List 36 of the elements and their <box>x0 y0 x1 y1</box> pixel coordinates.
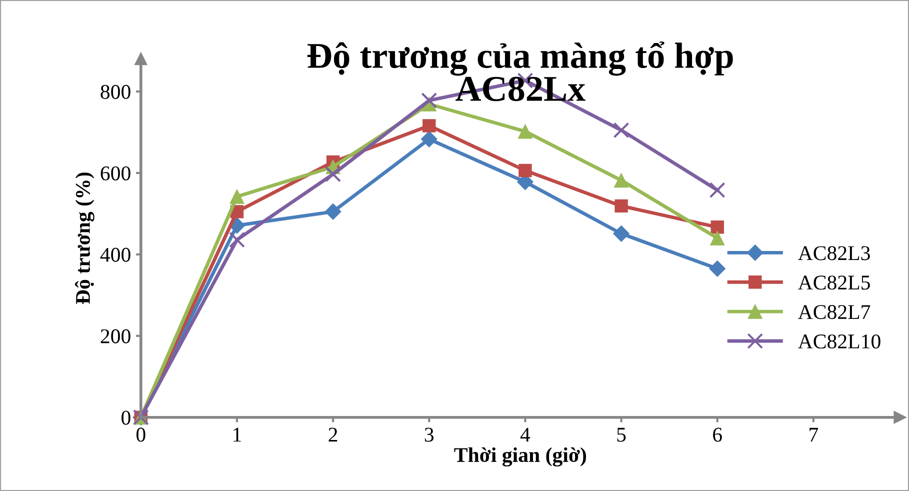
x-tick-label: 1 <box>234 428 241 442</box>
point <box>518 164 532 178</box>
point <box>230 189 244 204</box>
legend-label: AC82L3 <box>798 246 870 260</box>
point <box>324 203 342 220</box>
y-tick-label: 0 <box>122 410 130 425</box>
x-tick-label: 0 <box>136 428 146 442</box>
point <box>710 220 724 234</box>
point <box>709 260 726 277</box>
point <box>709 182 726 198</box>
point <box>518 124 532 139</box>
legend-label: AC82L5 <box>798 276 870 290</box>
legend-label: AC82L7 <box>798 305 870 320</box>
x-tick-label: 6 <box>713 428 722 442</box>
point <box>325 166 342 182</box>
point <box>421 92 438 108</box>
y-tick-label: 600 <box>100 166 130 180</box>
x-tick-label: 2 <box>328 428 338 442</box>
x-tick-label: 3 <box>424 428 434 442</box>
x-tick-label: 7 <box>810 428 818 442</box>
point <box>614 173 629 188</box>
y-tick-label: 200 <box>100 329 130 344</box>
y-tick-label: 400 <box>100 248 130 262</box>
y-axis-title: Độ trương (%) <box>75 172 94 304</box>
point <box>614 199 628 213</box>
x-axis-title: Thời gian (giờ) <box>454 447 586 466</box>
x-tick-label: 5 <box>617 428 626 442</box>
y-tick-label: 800 <box>100 84 130 99</box>
x-tick-label: 4 <box>520 428 530 442</box>
legend-label: AC82L10 <box>798 334 880 348</box>
point <box>613 225 630 242</box>
point <box>422 119 436 132</box>
point <box>710 230 725 246</box>
point <box>420 130 438 148</box>
point <box>613 122 630 138</box>
point <box>228 232 245 248</box>
